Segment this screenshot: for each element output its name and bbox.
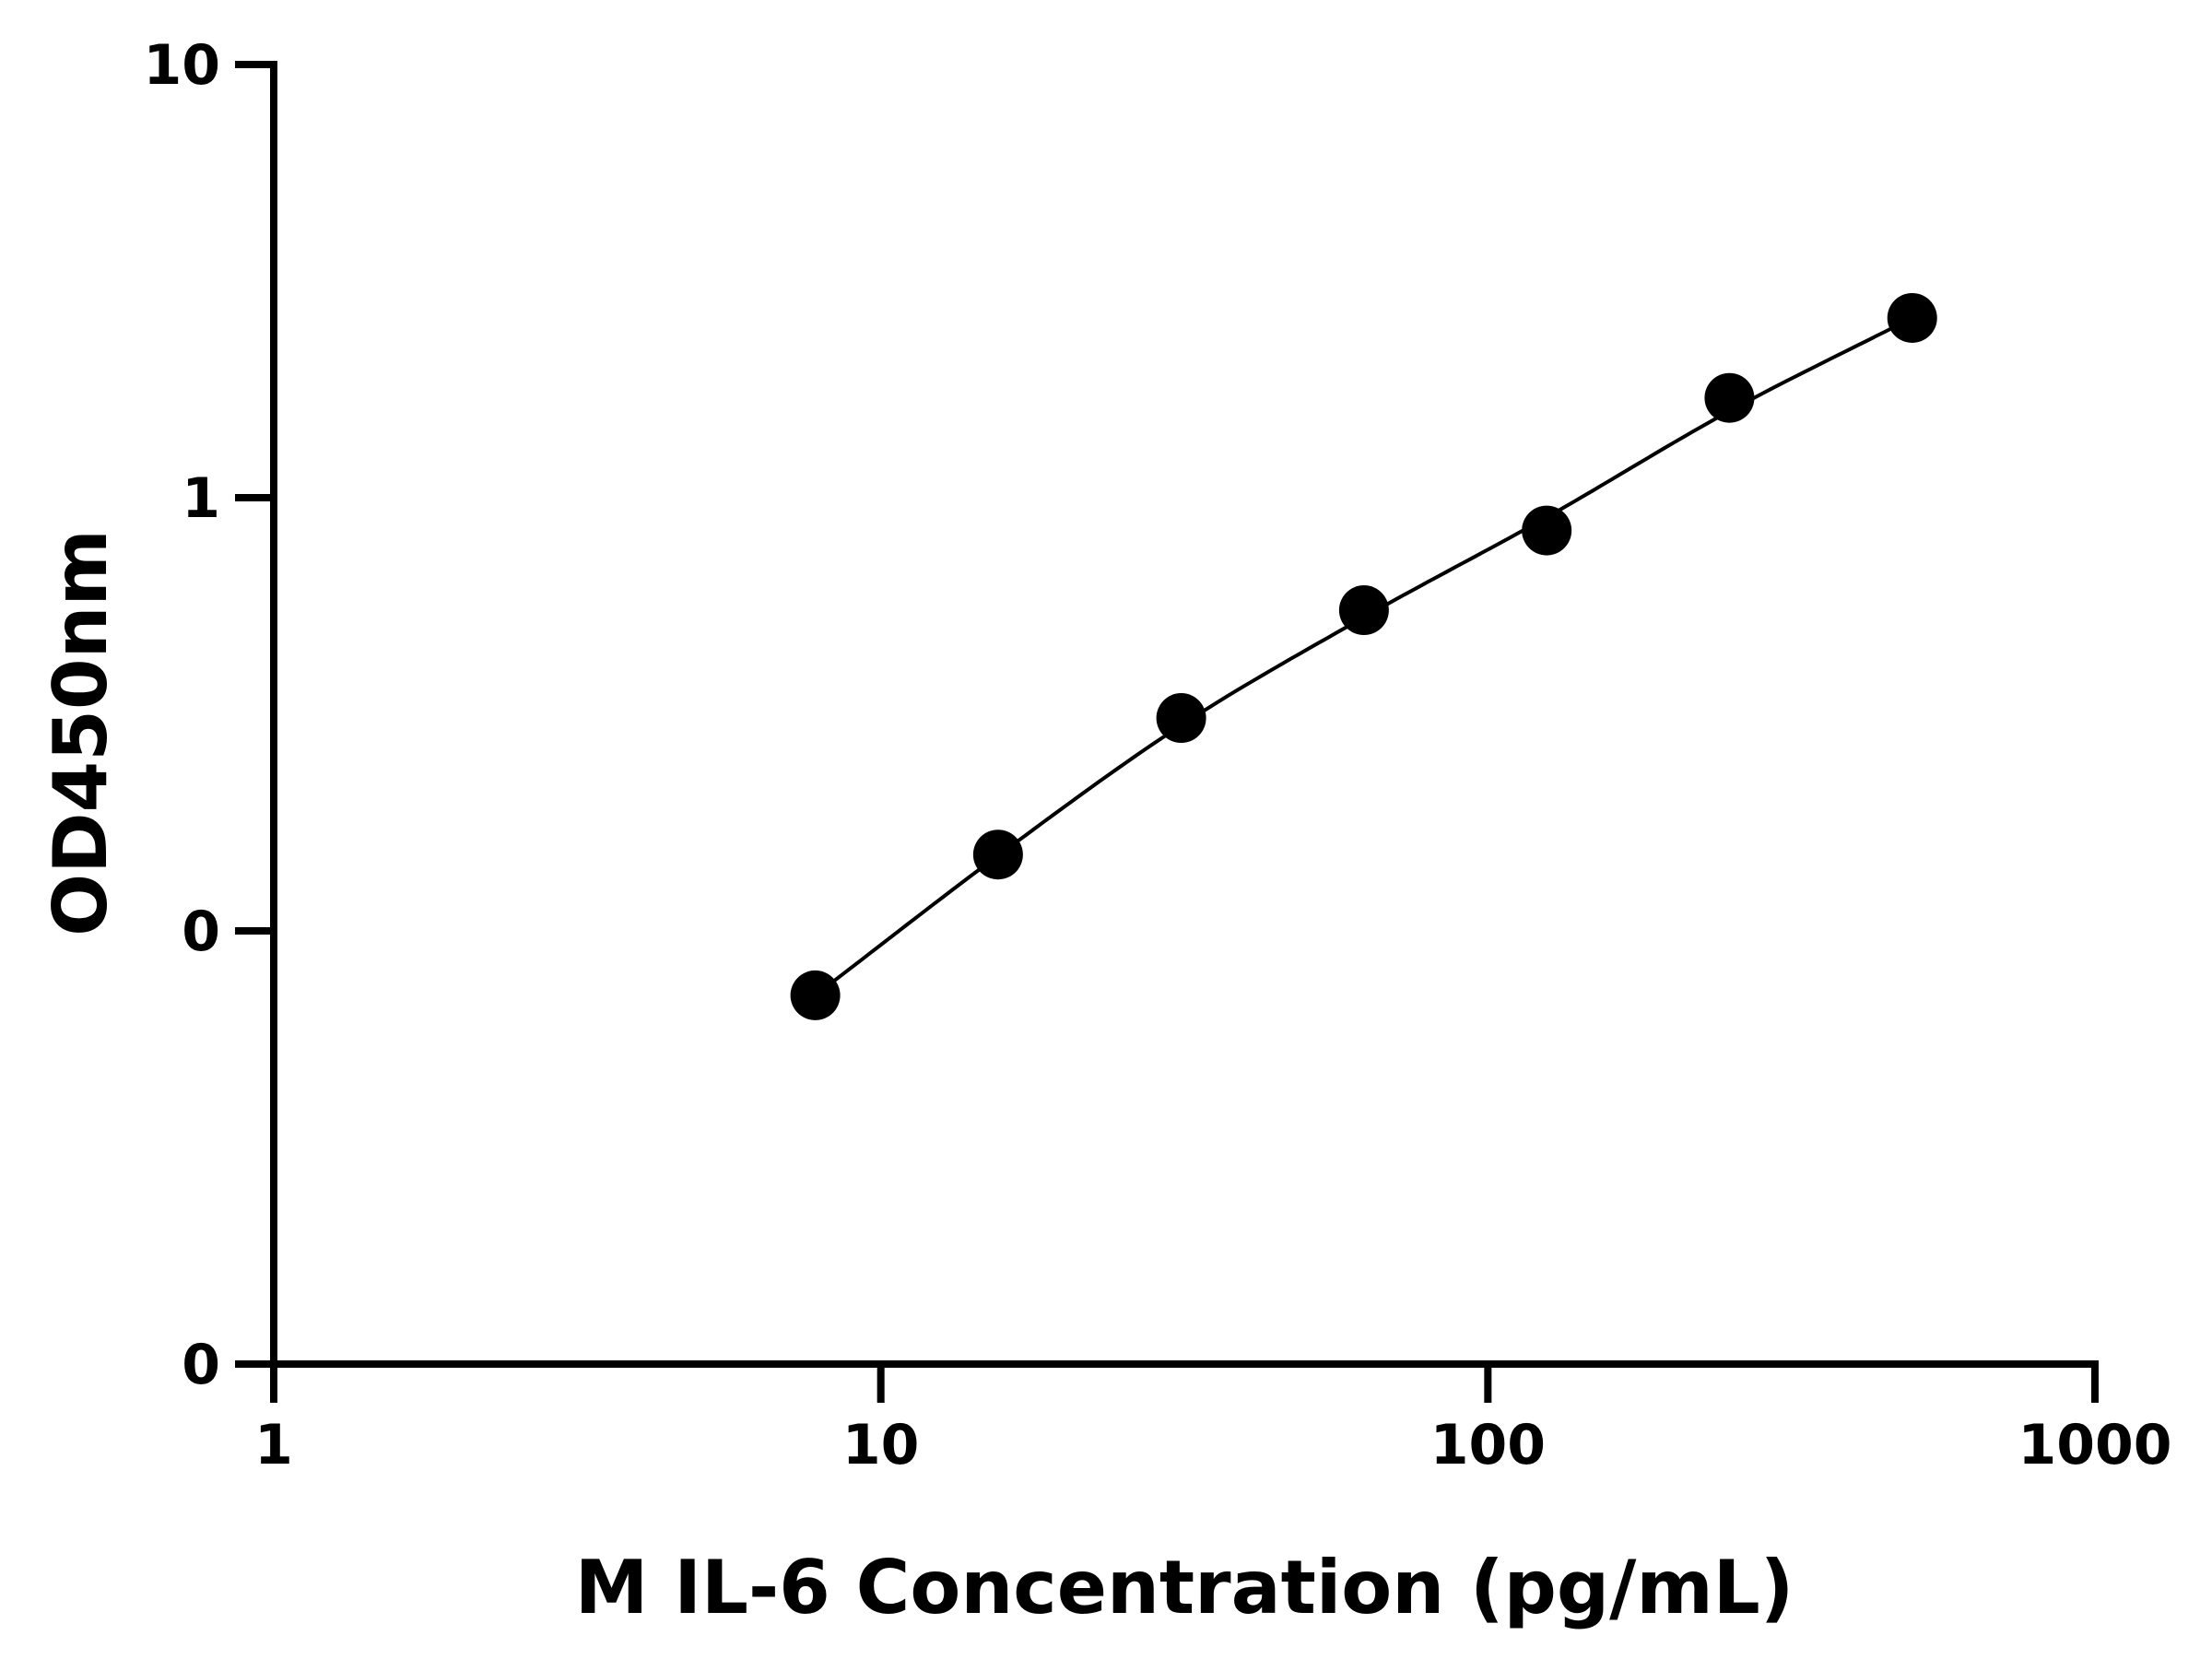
x-tick-label: 1000 [2018, 1413, 2172, 1477]
data-point [1704, 372, 1755, 423]
y-tick-label: 1 [182, 466, 220, 531]
x-tick-label: 10 [842, 1413, 920, 1477]
data-point [1887, 292, 1937, 343]
data-point [790, 970, 841, 1020]
fit-curve-line [814, 316, 1913, 997]
x-tick-label: 1 [254, 1413, 293, 1477]
y-axis-title: OD450nm [38, 529, 124, 936]
data-point [1522, 505, 1572, 556]
axes-layer [270, 61, 2099, 1368]
data-point [972, 830, 1023, 880]
data-points-layer [790, 292, 1937, 1020]
fit-curve-layer [814, 316, 1913, 997]
data-point [1338, 585, 1389, 636]
y-tick-label: 0 [182, 1333, 220, 1397]
data-point [1156, 693, 1206, 744]
x-axis-title: M IL-6 Concentration (pg/mL) [575, 1545, 1794, 1630]
x-tick-label: 100 [1430, 1413, 1546, 1477]
y-tick-label: 10 [144, 33, 221, 98]
y-tick-label: 0 [182, 900, 220, 964]
